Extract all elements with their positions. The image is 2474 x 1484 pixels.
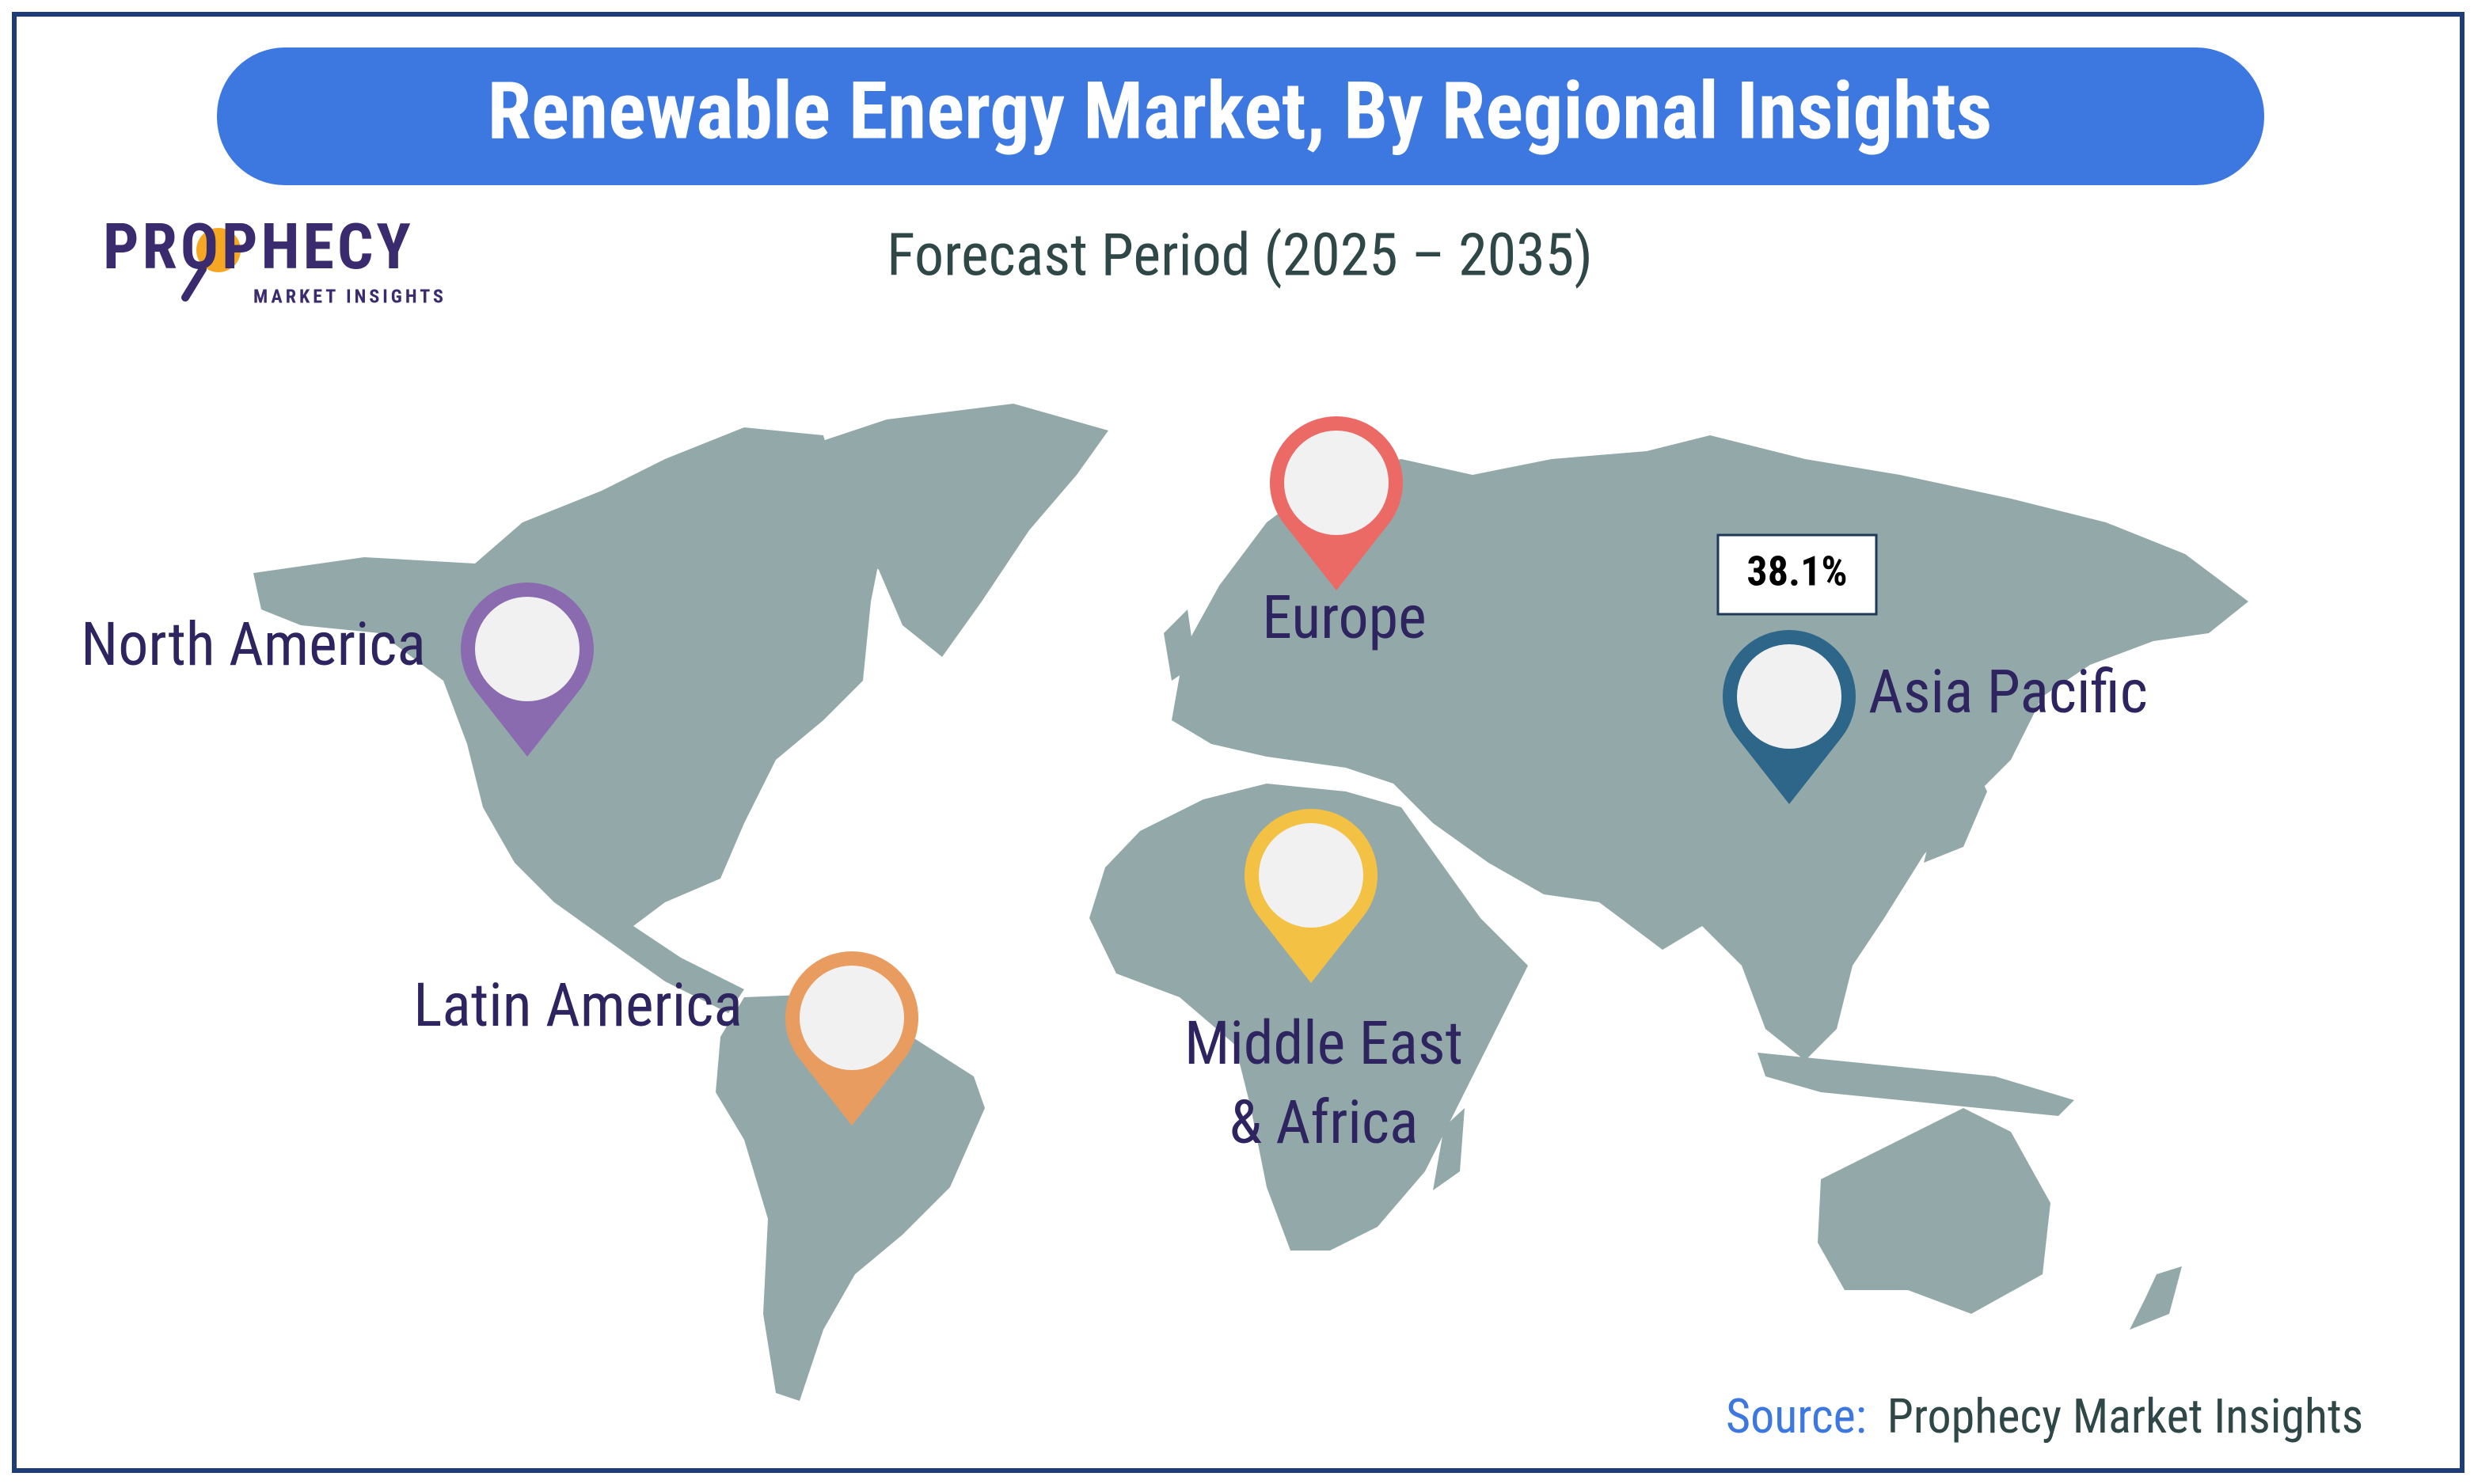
regions: North America Europe Asia Pacific 38.1% Midd… [81, 416, 2148, 1158]
africa [1089, 784, 1528, 1251]
pin-center [1737, 644, 1841, 749]
region-label: & Africa [1229, 1087, 1419, 1158]
region-label: Latin America [413, 970, 743, 1041]
logo-handle [181, 265, 207, 302]
greenland [792, 404, 1108, 657]
title: Renewable Energy Market, By Regional Ins… [488, 65, 1993, 158]
japan [1924, 760, 1987, 863]
pin-center [1259, 823, 1363, 928]
new-zealand [2130, 1266, 2182, 1330]
pin-center [1284, 431, 1389, 535]
pin-center [800, 966, 904, 1070]
logo-lens [196, 228, 241, 272]
logo: PROPHECY MARKET INSIGHTS [103, 210, 447, 307]
world-map [253, 404, 2248, 1401]
uk [1164, 609, 1195, 681]
eurasia [1172, 435, 2248, 1061]
source: Source: Prophecy Market Insights [1726, 1388, 2363, 1444]
region-label: Middle East [1184, 1008, 1463, 1079]
region-label: Asia Pacific [1868, 656, 2148, 727]
madagascar [1433, 1108, 1465, 1190]
source-prefix: Source: [1726, 1388, 1867, 1444]
share-value: 38.1% [1746, 548, 1847, 596]
north-america [253, 427, 887, 1013]
source-name: Prophecy Market Insights [1887, 1388, 2364, 1444]
logo-brand: PROPHECY [103, 210, 414, 284]
pin-center [475, 597, 580, 701]
south-america [716, 994, 985, 1401]
maritime-asia [1758, 1053, 2074, 1116]
subtitle: Forecast Period (2025 – 2035) [887, 222, 1593, 290]
logo-tagline: MARKET INSIGHTS [253, 285, 447, 307]
region-label: Europe [1262, 582, 1427, 653]
title-banner [217, 47, 2264, 185]
region-label: North America [81, 609, 426, 680]
share-box [1716, 533, 1878, 616]
australia [1818, 1108, 2050, 1314]
